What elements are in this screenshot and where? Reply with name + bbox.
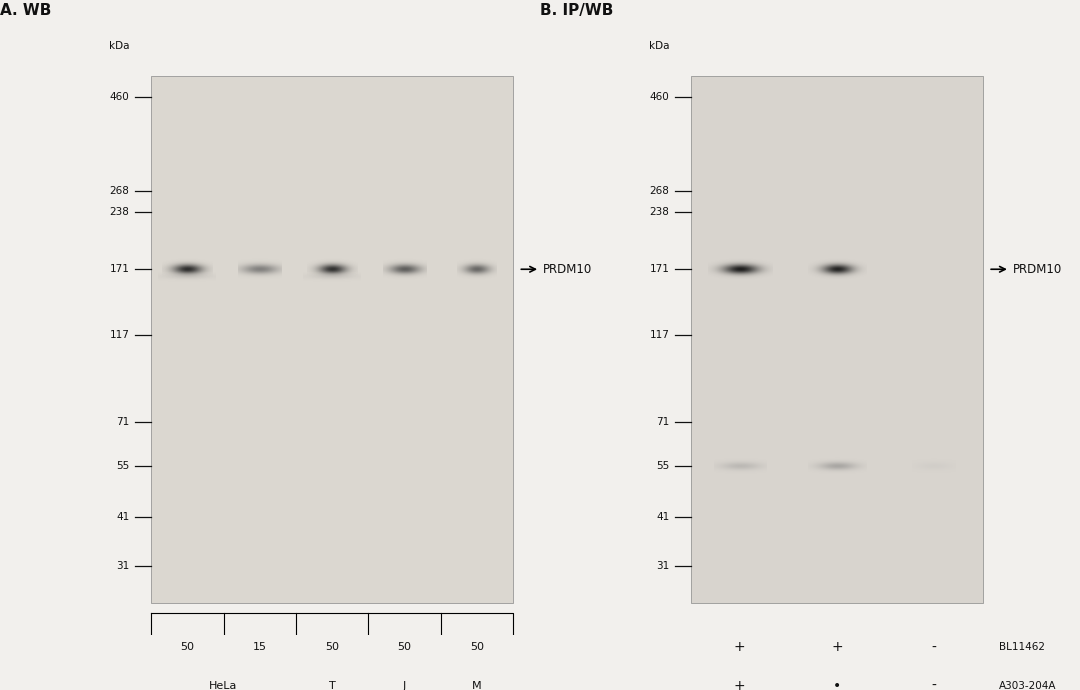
Text: 31: 31 (117, 561, 130, 571)
Text: kDa: kDa (109, 41, 130, 51)
Text: 50: 50 (470, 642, 484, 653)
Text: BL11462: BL11462 (999, 642, 1045, 653)
Text: 31: 31 (657, 561, 670, 571)
Text: 50: 50 (325, 642, 339, 653)
Text: -: - (932, 640, 936, 655)
Text: -: - (932, 678, 936, 690)
Text: 41: 41 (657, 512, 670, 522)
Text: 71: 71 (117, 417, 130, 427)
Bar (151, 76, 513, 603)
Text: PRDM10: PRDM10 (542, 263, 592, 276)
Bar (691, 76, 983, 603)
Text: 71: 71 (657, 417, 670, 427)
Text: +: + (832, 640, 842, 655)
Text: 268: 268 (650, 186, 670, 196)
Text: PRDM10: PRDM10 (1013, 263, 1062, 276)
Text: 50: 50 (180, 642, 194, 653)
Text: 50: 50 (397, 642, 411, 653)
Text: 238: 238 (650, 207, 670, 217)
Text: +: + (734, 678, 745, 690)
Text: T: T (328, 680, 336, 690)
Text: 460: 460 (110, 92, 130, 102)
Text: 41: 41 (117, 512, 130, 522)
Text: 268: 268 (110, 186, 130, 196)
Text: 171: 171 (110, 264, 130, 274)
Text: •: • (833, 678, 841, 690)
Text: 117: 117 (110, 330, 130, 340)
Text: J: J (403, 680, 406, 690)
Text: 117: 117 (650, 330, 670, 340)
Text: 460: 460 (650, 92, 670, 102)
Text: A303-204A: A303-204A (999, 680, 1056, 690)
Text: +: + (734, 640, 745, 655)
Text: 238: 238 (110, 207, 130, 217)
Text: 171: 171 (650, 264, 670, 274)
Text: 55: 55 (657, 461, 670, 471)
Text: M: M (472, 680, 482, 690)
Text: B. IP/WB: B. IP/WB (540, 3, 613, 18)
Text: A. WB: A. WB (0, 3, 52, 18)
Text: HeLa: HeLa (210, 680, 238, 690)
Text: 55: 55 (117, 461, 130, 471)
Text: 15: 15 (253, 642, 267, 653)
Text: kDa: kDa (649, 41, 670, 51)
